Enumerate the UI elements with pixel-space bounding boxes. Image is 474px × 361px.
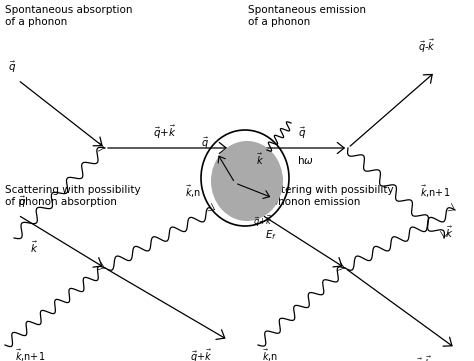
Text: Spontaneous emission
of a phonon: Spontaneous emission of a phonon [248, 5, 366, 27]
Ellipse shape [211, 141, 283, 221]
Text: $\vec{q}$: $\vec{q}$ [8, 60, 16, 75]
Text: $\vec{q}$+$\vec{k}$: $\vec{q}$+$\vec{k}$ [253, 213, 273, 229]
Text: $\vec{k}$,n: $\vec{k}$,n [185, 184, 201, 200]
Text: $\vec{q}$: $\vec{q}$ [18, 195, 26, 210]
Text: h$\omega$: h$\omega$ [297, 154, 314, 166]
Text: $\vec{q}$-$\vec{k}$: $\vec{q}$-$\vec{k}$ [415, 355, 433, 361]
Text: $E_f$: $E_f$ [265, 228, 277, 242]
Text: $\vec{q}$+$\vec{k}$: $\vec{q}$+$\vec{k}$ [153, 123, 177, 141]
Text: $\vec{k}$,n+1: $\vec{k}$,n+1 [15, 348, 46, 361]
Text: $\vec{q}$: $\vec{q}$ [298, 126, 306, 141]
Ellipse shape [201, 130, 289, 226]
Text: $\vec{k}$: $\vec{k}$ [30, 240, 38, 256]
Text: Scattering with possibility
of phonon absorption: Scattering with possibility of phonon ab… [5, 185, 141, 208]
Text: Spontaneous absorption
of a phonon: Spontaneous absorption of a phonon [5, 5, 133, 27]
Text: $\vec{q}$: $\vec{q}$ [258, 195, 266, 210]
Text: $\vec{q}$-$\vec{k}$: $\vec{q}$-$\vec{k}$ [418, 38, 436, 55]
Text: Scattering with possibility
of phonon emission: Scattering with possibility of phonon em… [258, 185, 393, 208]
Text: $\vec{k}$,n: $\vec{k}$,n [262, 348, 278, 361]
Text: $\vec{k}$: $\vec{k}$ [445, 225, 453, 240]
Text: $\vec{q}$+$\vec{k}$: $\vec{q}$+$\vec{k}$ [190, 348, 212, 361]
Text: $\vec{q}$: $\vec{q}$ [201, 136, 209, 151]
Text: $\vec{k}$: $\vec{k}$ [256, 152, 264, 168]
Text: $\vec{k}$,n+1: $\vec{k}$,n+1 [420, 184, 450, 200]
